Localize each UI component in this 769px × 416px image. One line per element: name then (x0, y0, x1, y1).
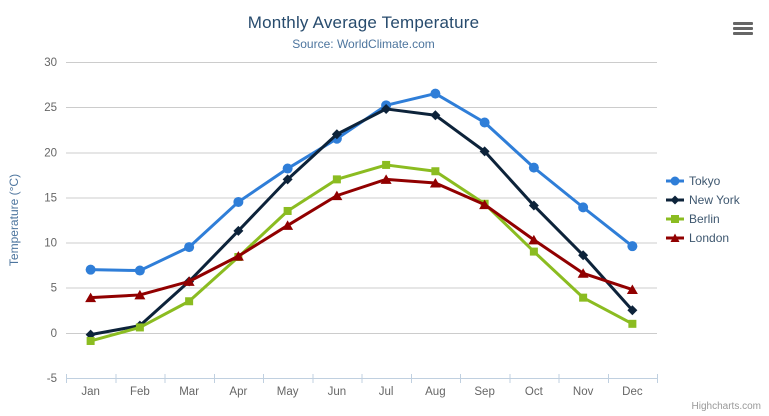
diamond-marker-icon (666, 195, 684, 204)
x-axis-label: Oct (525, 386, 544, 398)
triangle-marker-icon (666, 233, 684, 242)
x-axis-label: Feb (130, 386, 150, 398)
chart-title: Monthly Average Temperature (247, 13, 480, 32)
x-axis-label: Sep (474, 386, 494, 398)
x-axis-label: May (277, 386, 299, 398)
series-point-london[interactable] (626, 284, 638, 295)
series-point-london[interactable] (479, 199, 491, 210)
y-axis-label: 0 (51, 328, 57, 340)
series-point-berlin[interactable] (283, 206, 292, 215)
export-menu-button[interactable] (729, 17, 757, 39)
series-point-new-york[interactable] (282, 174, 293, 185)
series-point-tokyo[interactable] (528, 162, 539, 173)
series-point-london[interactable] (134, 289, 146, 300)
series-point-tokyo[interactable] (134, 265, 145, 276)
series-point-berlin[interactable] (579, 293, 588, 302)
series-line-berlin (89, 163, 634, 343)
series-point-tokyo[interactable] (479, 117, 490, 128)
y-axis-label: 30 (44, 57, 57, 69)
series-point-new-york[interactable] (528, 200, 539, 211)
series-line-london (89, 177, 634, 300)
x-axis-label: Mar (179, 386, 199, 398)
series-point-london[interactable] (183, 276, 195, 286)
series-point-new-york[interactable] (578, 250, 589, 261)
legend-item-london[interactable]: London (666, 228, 740, 247)
series-point-berlin[interactable] (431, 167, 440, 176)
series-point-tokyo[interactable] (85, 264, 96, 275)
x-axis-label: Aug (425, 386, 445, 398)
x-axis-label: Nov (573, 386, 594, 398)
series-point-london[interactable] (380, 174, 392, 184)
series-point-berlin[interactable] (628, 319, 637, 328)
series-point-london[interactable] (331, 190, 343, 201)
x-axis-label: Jan (81, 386, 100, 398)
series-point-london[interactable] (282, 220, 294, 230)
legend: Tokyo New York Berlin London (666, 171, 740, 247)
series-point-new-york[interactable] (381, 103, 392, 114)
series-point-new-york[interactable] (331, 129, 342, 140)
circle-marker-icon (666, 176, 684, 185)
square-marker-icon (666, 214, 684, 223)
legend-item-new-york[interactable]: New York (666, 190, 740, 209)
series-line-new-york (89, 107, 634, 337)
series-point-berlin[interactable] (332, 175, 341, 184)
chart-subtitle: Source: WorldClimate.com (292, 37, 435, 51)
series-point-berlin[interactable] (382, 160, 391, 169)
series-point-berlin[interactable] (86, 336, 95, 345)
series-point-new-york[interactable] (233, 225, 244, 236)
series-point-berlin[interactable] (135, 323, 144, 332)
legend-item-tokyo[interactable]: Tokyo (666, 171, 740, 190)
x-axis-label: Jul (379, 386, 394, 398)
series-point-new-york[interactable] (479, 146, 490, 157)
y-axis-label: 20 (44, 147, 57, 159)
y-axis-label: 10 (44, 238, 57, 250)
series-point-tokyo[interactable] (627, 241, 638, 252)
x-axis-label: Jun (328, 386, 347, 398)
series-point-berlin[interactable] (529, 247, 538, 256)
legend-label-tokyo: Tokyo (689, 173, 721, 188)
y-axis-label: 25 (44, 102, 57, 114)
legend-label-london: London (689, 230, 730, 245)
x-axis-label: Apr (229, 386, 247, 398)
series-point-new-york[interactable] (430, 110, 441, 121)
series-point-london[interactable] (577, 268, 589, 278)
series-point-tokyo[interactable] (233, 196, 244, 207)
series-point-new-york[interactable] (627, 305, 638, 316)
y-axis-label: -5 (47, 373, 57, 385)
legend-label-berlin: Berlin (689, 211, 720, 226)
series-point-london[interactable] (429, 177, 441, 188)
y-axis-label: 5 (51, 283, 57, 295)
series-point-tokyo[interactable] (430, 88, 441, 99)
hamburger-icon (733, 31, 753, 35)
legend-item-berlin[interactable]: Berlin (666, 209, 740, 228)
hamburger-icon (733, 26, 753, 30)
series-point-tokyo[interactable] (578, 202, 589, 213)
series-point-london[interactable] (85, 292, 97, 303)
highcharts-credit[interactable]: Highcharts.com (691, 401, 761, 412)
hamburger-icon (733, 21, 753, 25)
x-axis-label: Dec (622, 386, 643, 398)
series-point-tokyo[interactable] (184, 242, 195, 253)
series-point-london[interactable] (528, 234, 540, 245)
legend-label-new-york: New York (689, 192, 740, 207)
series-point-london[interactable] (232, 251, 244, 261)
series-point-tokyo[interactable] (282, 163, 293, 174)
y-axis-label: 15 (44, 192, 57, 204)
series-point-berlin[interactable] (185, 297, 194, 306)
